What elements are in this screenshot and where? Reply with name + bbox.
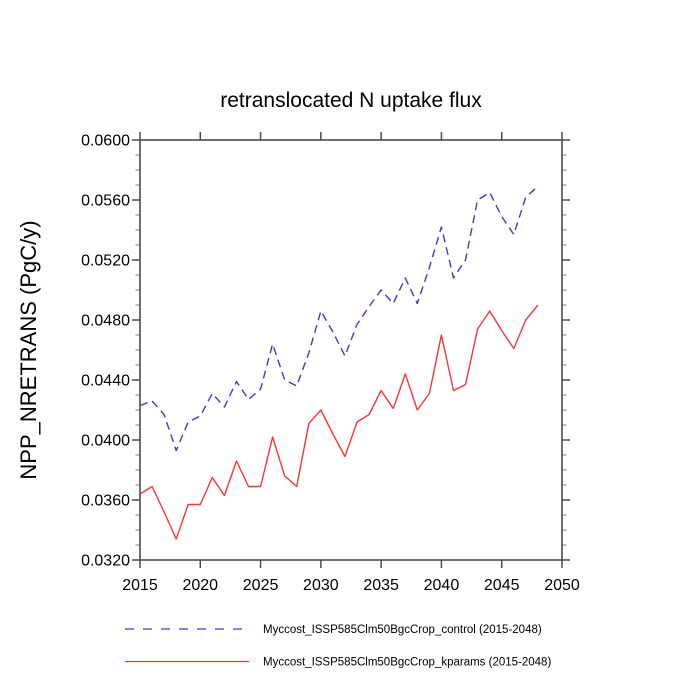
y-tick-label: 0.0560: [81, 193, 130, 210]
series-line-control: [139, 185, 539, 452]
x-tick-label: 2040: [424, 577, 460, 594]
y-tick-label: 0.0400: [81, 433, 130, 450]
y-tick-label: 0.0480: [81, 313, 130, 330]
x-tick-label: 2015: [122, 577, 158, 594]
y-tick-label: 0.0320: [81, 553, 130, 570]
legend-label-kparams: Myccost_ISSP585Clm50BgcCrop_kparams (201…: [263, 657, 551, 669]
chart-title: retranslocated N uptake flux: [220, 89, 482, 112]
x-tick-label: 2025: [243, 577, 279, 594]
plot-frame: [139, 139, 563, 561]
y-tick-label: 0.0600: [81, 133, 130, 150]
legend-label-control: Myccost_ISSP585Clm50BgcCrop_control (201…: [263, 624, 542, 636]
y-axis-title: NPP_NRETRANS (PgC/y): [16, 220, 41, 479]
x-tick-label: 2050: [544, 577, 580, 594]
y-tick-label: 0.0360: [81, 493, 130, 510]
x-tick-label: 2035: [363, 577, 399, 594]
series-line-kparams: [139, 304, 539, 540]
x-tick-label: 2020: [182, 577, 218, 594]
y-tick-label: 0.0520: [81, 253, 130, 270]
x-tick-label: 2030: [303, 577, 339, 594]
y-tick-label: 0.0440: [81, 373, 130, 390]
x-tick-label: 2045: [484, 577, 520, 594]
